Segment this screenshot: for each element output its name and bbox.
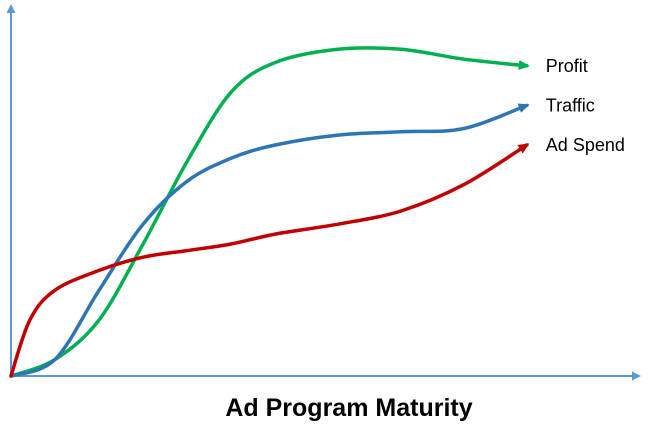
series-line-ad-spend (9, 143, 530, 378)
series-label-profit: Profit (546, 56, 588, 76)
series-label-traffic: Traffic (546, 95, 595, 115)
x-axis-title: Ad Program Maturity (225, 394, 472, 422)
series-layer: Profit Traffic Ad Spend (9, 46, 625, 378)
series-line-profit (9, 46, 530, 378)
series-line-traffic (9, 103, 530, 378)
series-label-ad-spend: Ad Spend (546, 135, 625, 155)
